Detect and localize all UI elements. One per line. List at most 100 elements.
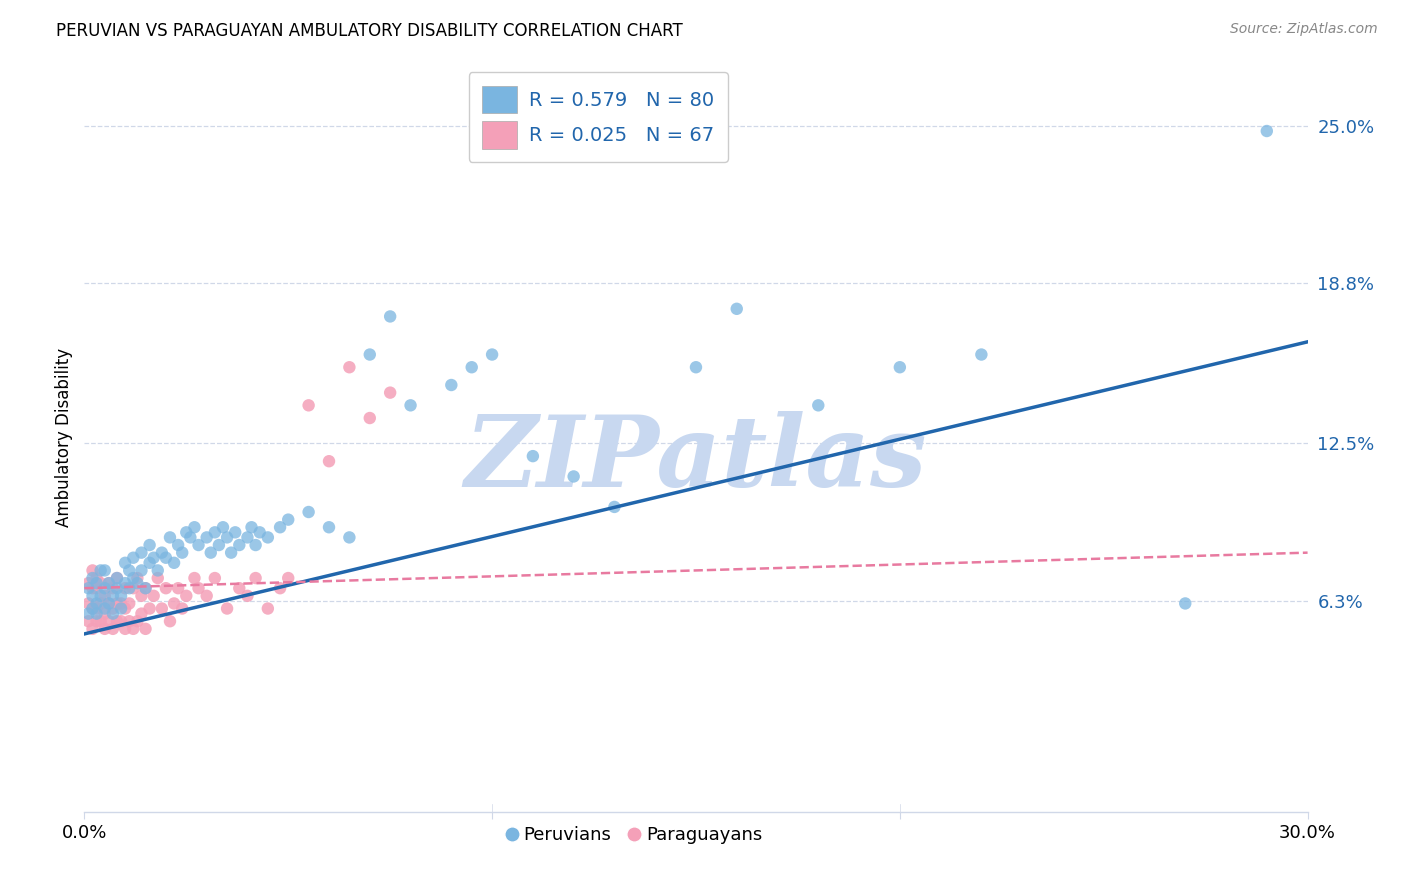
Point [86,601,108,615]
Text: ZIPatlas: ZIPatlas [465,411,927,508]
Point [167,581,190,595]
Point [97,597,120,611]
Point [172,546,194,560]
Point [93,581,115,595]
Point [481,347,503,361]
Point [101,622,124,636]
Point [228,581,250,595]
Point [359,347,381,361]
Point [245,571,267,585]
Point [138,538,160,552]
Point [298,505,321,519]
Point [150,601,173,615]
Point [93,601,115,615]
Point [131,607,153,621]
Point [122,581,145,595]
Point [146,563,169,577]
Point [86,576,108,591]
Y-axis label: Ambulatory Disability: Ambulatory Disability [55,348,73,526]
Point [257,530,280,544]
Point [380,385,402,400]
Point [257,601,280,615]
Point [97,597,120,611]
Point [93,607,115,621]
Point [217,601,239,615]
Point [174,589,197,603]
Point [131,546,153,560]
Point [77,581,100,595]
Point [86,571,108,585]
Point [122,550,145,565]
Point [159,614,181,628]
Point [82,571,104,585]
Point [135,581,157,595]
Point [155,550,177,565]
Point [562,469,585,483]
Point [522,449,544,463]
Point [224,525,246,540]
Point [82,601,104,615]
Point [77,614,100,628]
Point [122,571,145,585]
Point [359,411,381,425]
Point [77,576,100,591]
Point [212,520,235,534]
Point [269,581,291,595]
Point [179,530,201,544]
Point [159,530,181,544]
Point [90,576,112,591]
Point [93,589,115,603]
Point [318,454,340,468]
Point [97,576,120,591]
Point [82,622,104,636]
Point [77,597,100,611]
Point [228,538,250,552]
Point [135,581,157,595]
Point [889,360,911,375]
Point [240,520,263,534]
Point [277,571,299,585]
Point [339,530,361,544]
Point [807,398,830,412]
Point [236,530,259,544]
Point [114,576,136,591]
Point [195,589,218,603]
Point [135,622,157,636]
Point [127,571,149,585]
Point [183,571,205,585]
Point [440,378,463,392]
Point [200,546,222,560]
Point [277,513,299,527]
Point [236,589,259,603]
Point [82,581,104,595]
Point [86,614,108,628]
Point [461,360,484,375]
Point [86,597,108,611]
Point [318,520,340,534]
Point [339,360,361,375]
Point [110,614,132,628]
Point [114,556,136,570]
Point [82,601,104,615]
Point [1174,597,1197,611]
Point [82,589,104,603]
Text: Source: ZipAtlas.com: Source: ZipAtlas.com [1230,22,1378,37]
Point [114,601,136,615]
Point [138,556,160,570]
Point [174,525,197,540]
Point [122,622,145,636]
Point [163,597,186,611]
Point [269,520,291,534]
Point [93,622,115,636]
Point [249,525,271,540]
Point [155,581,177,595]
Point [90,563,112,577]
Point [110,601,132,615]
Point [90,614,112,628]
Point [77,607,100,621]
Point [118,597,141,611]
Point [208,538,231,552]
Point [725,301,748,316]
Point [219,546,242,560]
Point [146,571,169,585]
